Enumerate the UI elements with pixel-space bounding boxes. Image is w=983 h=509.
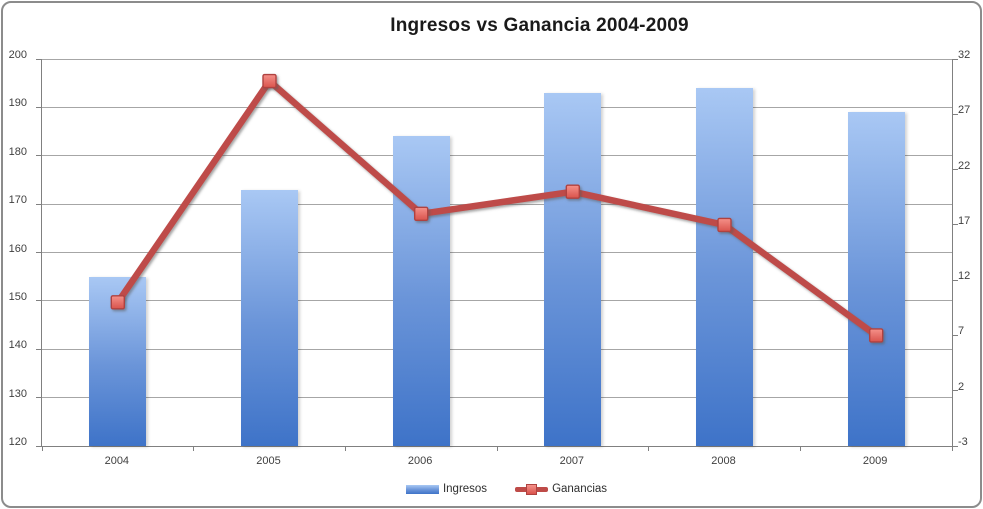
gridline-140	[42, 348, 952, 350]
x-axis-tick	[496, 446, 498, 451]
left-axis-tick	[36, 155, 42, 157]
legend-item-ganancias[interactable]: Ganancias	[515, 483, 607, 495]
left-axis-tick	[36, 300, 42, 302]
line-marker-2006[interactable]: Ganancias 2006: 18	[414, 206, 429, 222]
gridline-130	[42, 397, 952, 399]
x-axis: 2004 2005 2006 2007 2008 2009	[41, 455, 951, 471]
x-axis-tick	[799, 446, 801, 451]
left-axis-tick	[36, 106, 42, 108]
plot-area: Ganancias 2004: 10 Ganancias 2005: 30 Gana…	[36, 58, 958, 451]
legend-item-ingresos[interactable]: Ingresos	[405, 483, 488, 495]
x-axis-label-2006: 2006	[407, 455, 433, 467]
x-axis-label-2004: 2004	[104, 455, 130, 467]
x-axis-label-2009: 2009	[862, 455, 888, 467]
y-axis-label-right-12: 12	[958, 270, 971, 283]
y-axis-label-left-200: 200	[8, 49, 27, 61]
legend-line-marker	[526, 483, 538, 495]
left-axis-tick	[36, 58, 42, 60]
y-axis-label-left-190: 190	[8, 97, 27, 110]
bar-series-swatch	[405, 484, 439, 494]
bar-2007[interactable]	[544, 92, 602, 446]
left-axis-tick	[36, 397, 42, 399]
gridline-200	[42, 58, 952, 60]
y-axis-label-left-130: 130	[8, 387, 27, 400]
right-axis-tick	[952, 224, 958, 226]
y-axis-label-right-17: 17	[958, 214, 971, 227]
y-axis-label-left-160: 160	[8, 242, 27, 255]
gridline-150	[42, 300, 952, 302]
y-axis-label-right-32: 32	[958, 49, 971, 61]
y-axis-label-right--3: -3	[958, 436, 968, 448]
ganancias-line[interactable]	[114, 77, 880, 339]
y-axis-label-left-180: 180	[8, 145, 27, 158]
y-axis-label-right-2: 2	[958, 380, 965, 393]
left-axis-tick	[36, 252, 42, 253]
x-axis-tick	[951, 446, 953, 451]
right-axis-tick	[952, 169, 958, 171]
line-marker-2007[interactable]: Ganancias 2007: 20	[565, 184, 580, 199]
y-axis-label-left-150: 150	[8, 290, 27, 303]
x-axis-label-2005: 2005	[256, 455, 281, 467]
bar-2006[interactable]	[392, 136, 450, 446]
gridline-180	[42, 155, 952, 157]
y-axis-label-left-140: 140	[8, 339, 27, 352]
legend: Ingresos Ganancias	[18, 483, 983, 495]
right-axis-tick	[952, 279, 958, 281]
left-axis-tick	[36, 203, 42, 205]
x-axis-label-2008: 2008	[711, 455, 736, 467]
right-axis-tick	[952, 58, 958, 60]
line-marker-2008[interactable]: Ganancias 2008: 17	[717, 217, 732, 233]
y-axis-label-right-22: 22	[958, 159, 971, 172]
x-axis-tick	[193, 446, 195, 451]
x-axis-tick	[41, 446, 43, 451]
x-axis-tick	[344, 446, 346, 451]
line-marker-2005[interactable]: Ganancias 2005: 30	[262, 73, 277, 89]
right-axis-tick	[952, 113, 958, 115]
left-axis-tick	[36, 445, 42, 447]
gridline-190	[42, 106, 952, 108]
y-axis-label-right-27: 27	[958, 104, 971, 117]
legend-label-ingresos: Ingresos	[442, 483, 488, 495]
right-axis-tick	[952, 390, 958, 392]
bar-2009[interactable]	[847, 112, 905, 446]
legend-label-ganancias: Ganancias	[552, 483, 608, 495]
x-axis-label-2007: 2007	[559, 455, 585, 467]
y-axis-label-left-120: 120	[8, 436, 27, 448]
line-marker-2004[interactable]: Ganancias 2004: 10	[110, 295, 126, 310]
bar-2005[interactable]	[241, 189, 298, 446]
y-axis-label-right-7: 7	[958, 325, 965, 338]
gridline-160	[42, 252, 952, 253]
line-series-swatch	[515, 483, 549, 495]
bar-2008[interactable]	[696, 88, 753, 446]
line-series-svg: Ganancias 2004: 10 Ganancias 2005: 30 Gana…	[110, 73, 884, 343]
right-axis-tick	[952, 334, 958, 336]
right-axis-tick	[952, 445, 958, 447]
x-axis-tick	[648, 446, 650, 451]
line-marker-2009[interactable]: Ganancias 2009: 7	[869, 328, 884, 343]
y-axis-label-left-170: 170	[8, 194, 27, 207]
left-axis-tick	[36, 348, 42, 350]
chart-title: Ingresos vs Ganancia 2004-2009	[390, 15, 689, 36]
